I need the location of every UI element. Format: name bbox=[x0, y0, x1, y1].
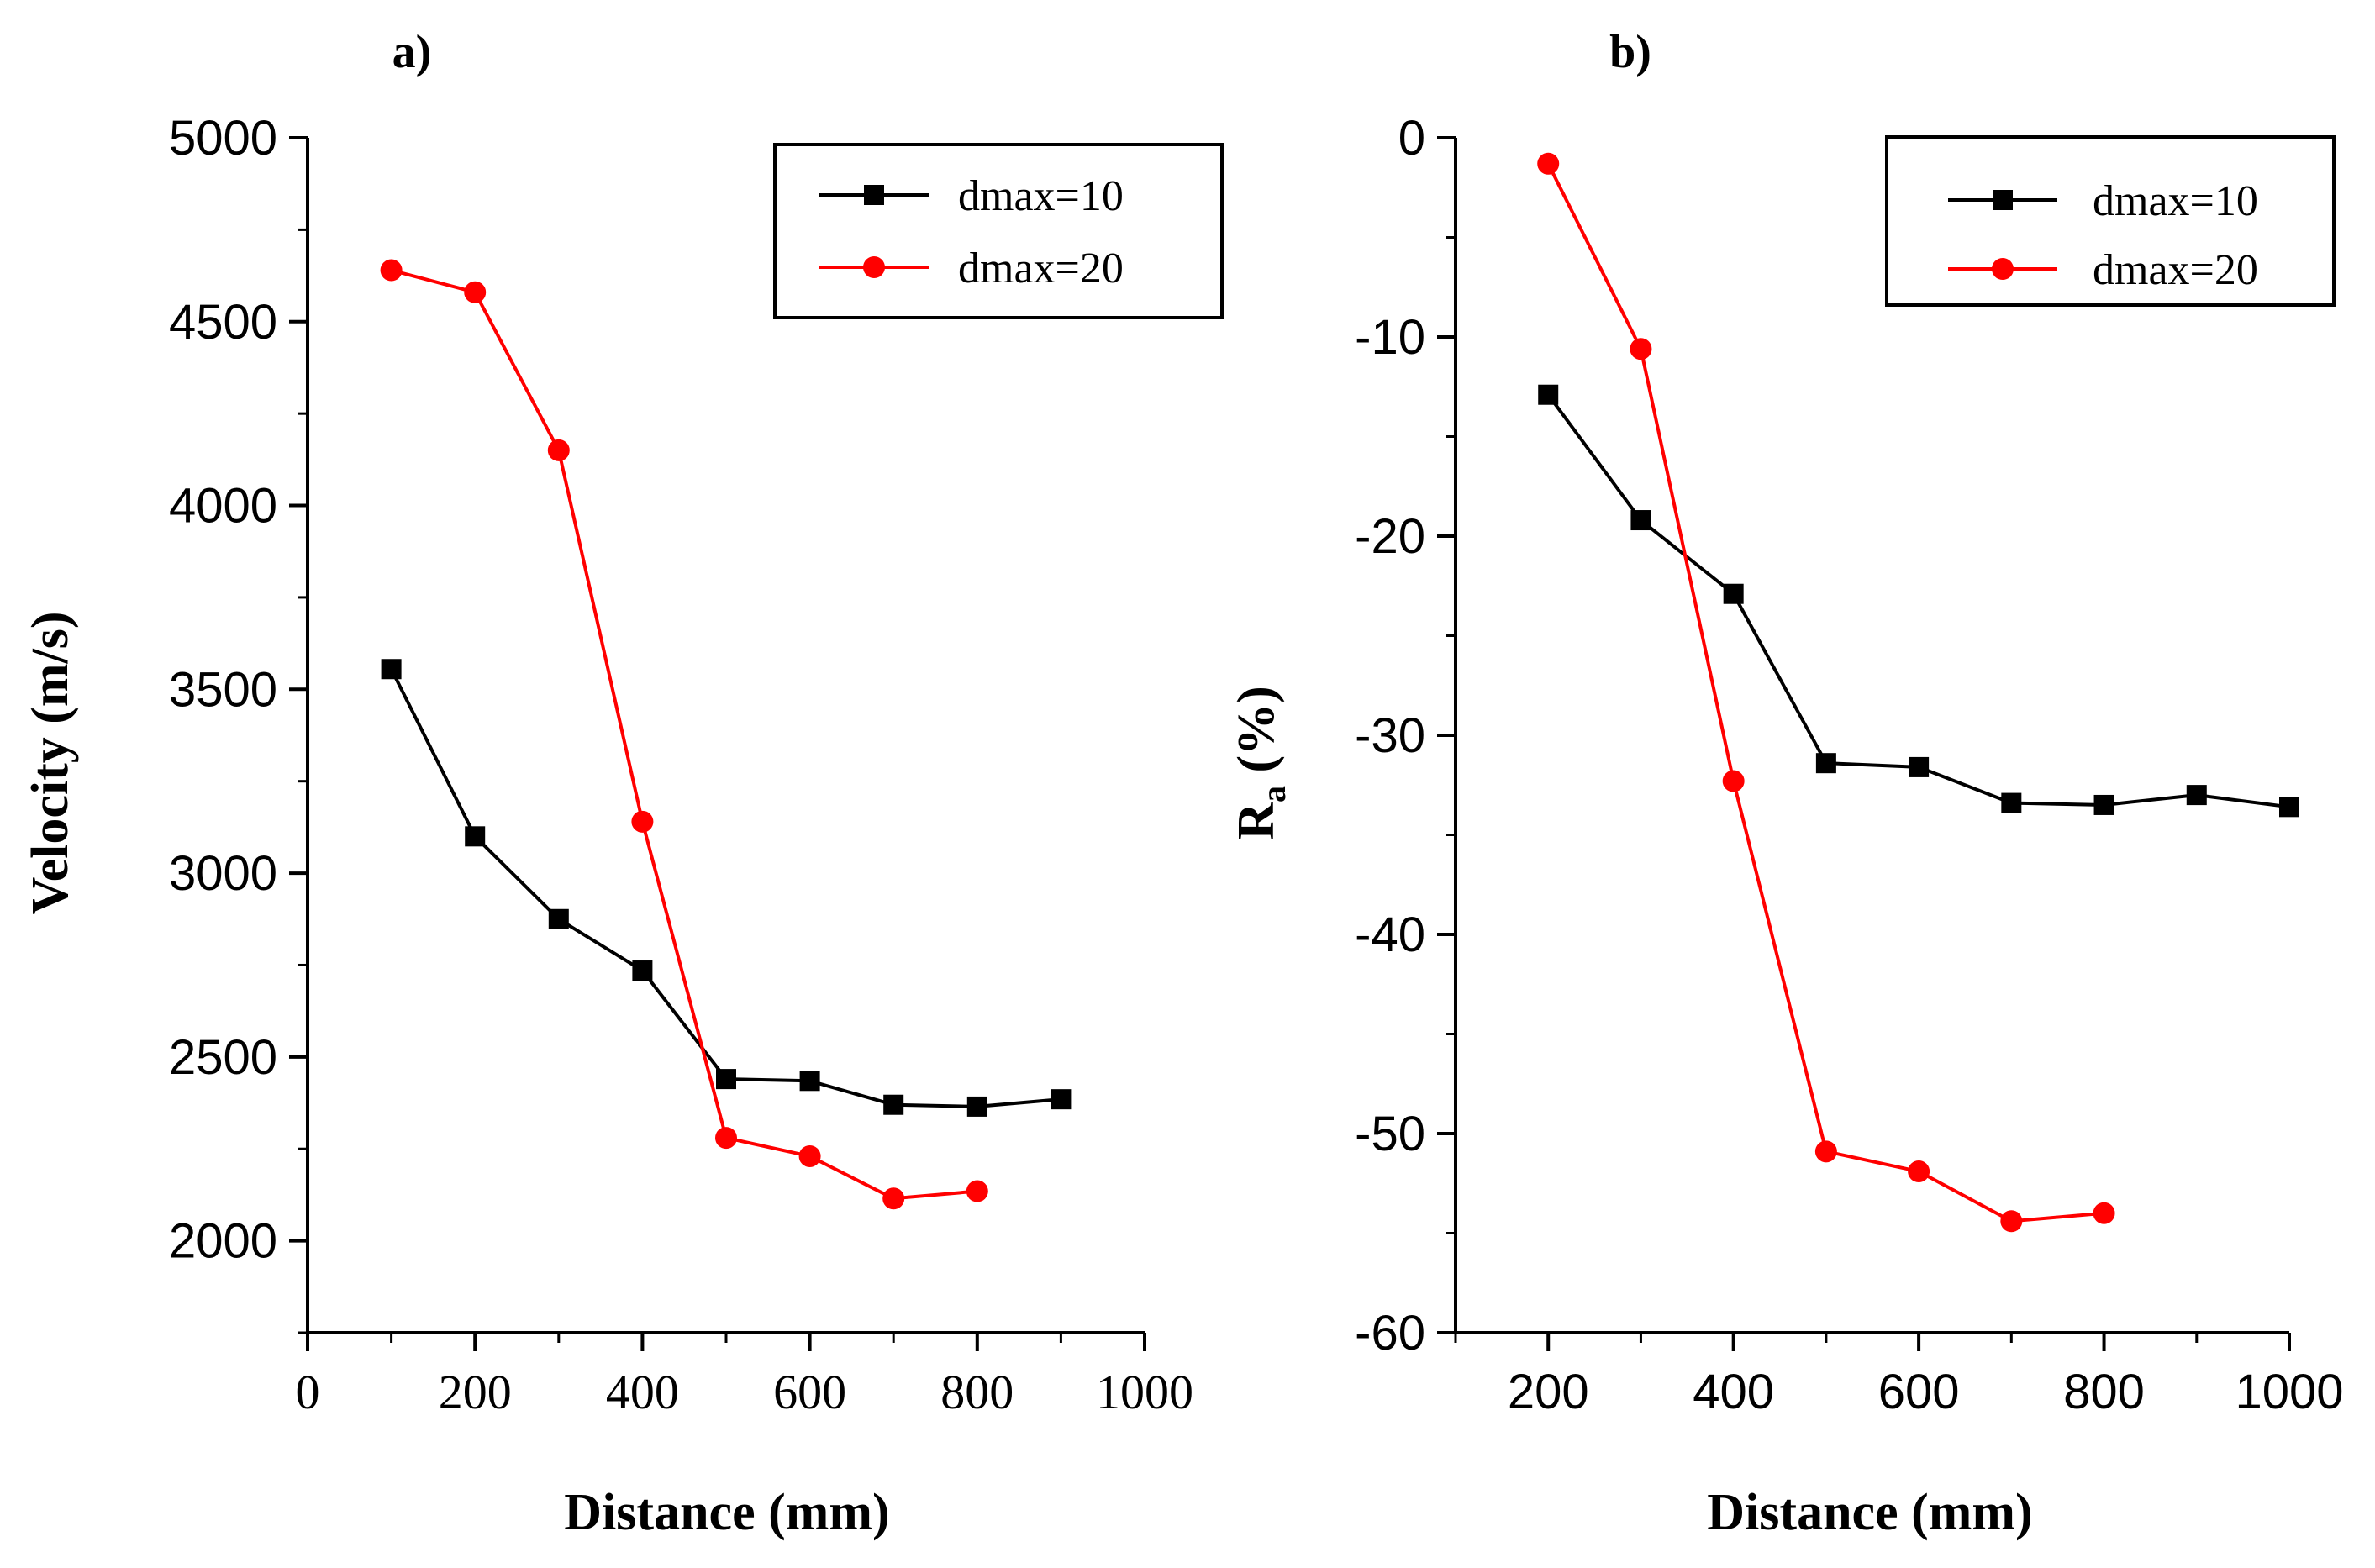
panel-a-x-tick-label: 0 bbox=[296, 1365, 320, 1419]
panel-b-x-tick-label: 200 bbox=[1508, 1365, 1589, 1419]
panel-a-point-dmax10 bbox=[381, 659, 402, 680]
panel-a-point-dmax10 bbox=[548, 908, 569, 929]
svg-text:Ra (%): Ra (%) bbox=[1228, 686, 1293, 840]
panel-b-point-dmax10 bbox=[2279, 797, 2299, 818]
panel-a-legend: dmax=10 dmax=20 bbox=[773, 143, 1224, 319]
panel-a-point-dmax10 bbox=[966, 1096, 987, 1117]
panel-a-y-tick-label: 4500 bbox=[169, 295, 277, 350]
panel-a-chart: a) Velocity (m/s) Distance (mm) 20002500… bbox=[22, 26, 1224, 1541]
panel-b-legend-label-dmax10: dmax=10 bbox=[2093, 177, 2258, 225]
panel-b-x-tick-label: 800 bbox=[2063, 1365, 2145, 1419]
panel-a-legend-marker-dmax10 bbox=[864, 185, 884, 205]
panel-a-point-dmax10 bbox=[799, 1071, 820, 1092]
panel-b-x-axis-title: Distance (mm) bbox=[1707, 1484, 2032, 1541]
panel-b-point-dmax10 bbox=[1815, 753, 1836, 774]
panel-b-y-tick-label: -10 bbox=[1355, 310, 1425, 365]
panel-a-point-dmax20 bbox=[715, 1127, 737, 1150]
panel-a-point-dmax20 bbox=[464, 281, 487, 303]
panel-a-x-tick-label: 400 bbox=[606, 1365, 679, 1419]
panel-a-legend-label-dmax20: dmax=20 bbox=[958, 245, 1124, 292]
panel-b-point-dmax10 bbox=[1630, 510, 1651, 531]
panel-a-point-dmax20 bbox=[631, 810, 654, 833]
panel-b-y-tick-label: -50 bbox=[1355, 1107, 1425, 1161]
panel-a-series-line-dmax10 bbox=[389, 668, 1061, 1108]
panel-a-point-dmax20 bbox=[798, 1144, 821, 1167]
panel-b-series-line-dmax10 bbox=[1546, 393, 2290, 809]
panel-b-y-axis-title-main: R bbox=[1228, 802, 1285, 840]
panel-b-x-tick-label: 1000 bbox=[2235, 1365, 2343, 1419]
panel-b-y-tick-label: -40 bbox=[1355, 908, 1425, 962]
panel-b-point-dmax20 bbox=[1722, 770, 1745, 792]
panel-b-point-dmax20 bbox=[2093, 1202, 2115, 1224]
panel-b-y-axis-title-sub: a bbox=[1255, 786, 1293, 802]
panel-a-point-dmax10 bbox=[465, 826, 486, 847]
panel-b-point-dmax20 bbox=[1537, 152, 1560, 175]
panel-b-point-dmax10 bbox=[1538, 384, 1559, 405]
panel-b-chart: b) Ra (%) Distance (mm) 0 -10 -20 -30 -40 -50… bbox=[1228, 26, 2344, 1541]
panel-a-y-tick-label: 3500 bbox=[169, 662, 277, 717]
panel-b-point-dmax10 bbox=[2001, 792, 2022, 813]
panel-b-y-axis-title: Ra (%) bbox=[1228, 686, 1293, 840]
panel-a-point-dmax10 bbox=[1051, 1089, 1072, 1110]
panel-b-y-tick-label: 0 bbox=[1398, 111, 1425, 166]
panel-a-y-tick-label: 3000 bbox=[169, 846, 277, 901]
panel-b-x-tick-label: 400 bbox=[1693, 1365, 1774, 1419]
panel-b-legend-marker-dmax10 bbox=[1993, 190, 2013, 210]
panel-a-legend-marker-dmax20 bbox=[863, 256, 885, 278]
panel-a-x-tick-label: 800 bbox=[940, 1365, 1014, 1419]
panel-a-legend-box bbox=[773, 143, 1224, 319]
panel-b-point-dmax10 bbox=[2093, 794, 2114, 815]
panel-b-y-tick-label: -30 bbox=[1355, 708, 1425, 763]
panel-b-x-tick-label: 600 bbox=[1878, 1365, 1960, 1419]
panel-b-point-dmax20 bbox=[1630, 338, 1652, 360]
panel-a-y-tick-label: 2000 bbox=[169, 1214, 277, 1269]
panel-b-y-axis-title-unit: (%) bbox=[1228, 686, 1285, 772]
panel-a-y-tick-label: 2500 bbox=[169, 1030, 277, 1085]
panel-b-y-tick-label: -20 bbox=[1355, 509, 1425, 564]
panel-b-point-dmax20 bbox=[2000, 1210, 2023, 1233]
panel-b-legend-box bbox=[1885, 135, 2336, 307]
panel-a-x-tick-label: 200 bbox=[439, 1365, 512, 1419]
panel-a-x-tick-label: 600 bbox=[773, 1365, 846, 1419]
panel-b-point-dmax20 bbox=[1814, 1140, 1837, 1163]
panel-a-y-tick-label: 4000 bbox=[169, 479, 277, 534]
panel-b-point-dmax10 bbox=[2186, 785, 2207, 806]
panel-b-legend-marker-dmax20 bbox=[1992, 258, 2014, 280]
panel-a-y-tick-label: 5000 bbox=[169, 111, 277, 166]
panel-b-point-dmax10 bbox=[1909, 756, 1930, 777]
panel-b-series-line-dmax20 bbox=[1546, 162, 2104, 1223]
panel-b-point-dmax10 bbox=[1723, 583, 1744, 604]
panel-a-y-axis-title: Velocity (m/s) bbox=[22, 611, 79, 914]
panel-a-legend-label-dmax10: dmax=10 bbox=[958, 172, 1124, 220]
panel-b-y-tick-label: -60 bbox=[1355, 1306, 1425, 1360]
panel-a-label: a) bbox=[392, 26, 432, 78]
panel-b-label: b) bbox=[1609, 26, 1651, 78]
panel-a-point-dmax20 bbox=[547, 439, 570, 461]
panel-a-x-tick-label: 1000 bbox=[1096, 1365, 1193, 1419]
panel-a-point-dmax20 bbox=[882, 1187, 905, 1210]
panel-a-point-dmax20 bbox=[380, 259, 403, 282]
panel-b-point-dmax20 bbox=[1908, 1160, 1930, 1183]
panel-a-point-dmax20 bbox=[966, 1180, 988, 1202]
panel-a-series-line-dmax20 bbox=[391, 268, 977, 1201]
panel-a-point-dmax10 bbox=[716, 1069, 736, 1090]
panel-a-point-dmax10 bbox=[632, 960, 653, 981]
panel-a-x-axis-title: Distance (mm) bbox=[564, 1484, 889, 1541]
panel-b-legend-label-dmax20: dmax=20 bbox=[2093, 246, 2258, 294]
panel-b-legend: dmax=10 dmax=20 bbox=[1885, 135, 2336, 307]
panel-a-point-dmax10 bbox=[883, 1094, 904, 1115]
